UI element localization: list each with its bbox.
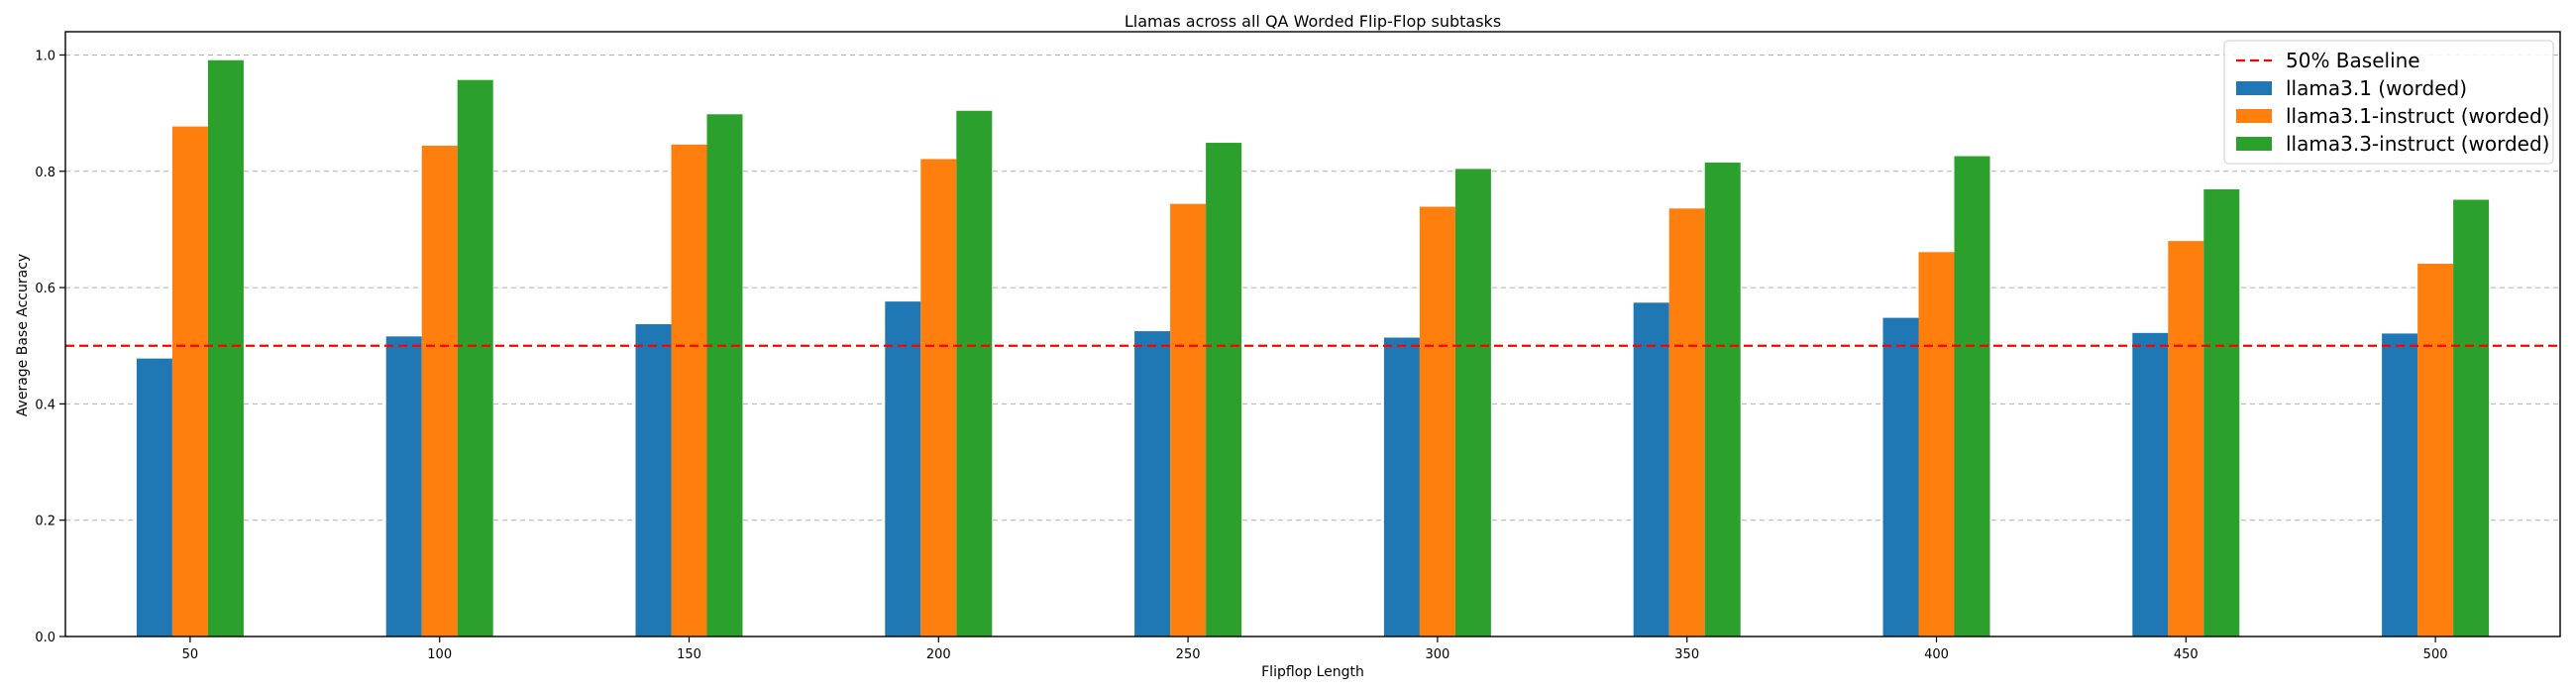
bar-llama3-1-instruct-worded- xyxy=(2417,264,2454,636)
bar-llama3-1-instruct-worded- xyxy=(920,159,957,637)
bar-llama3-1-worded- xyxy=(1134,331,1171,636)
y-tick-label: 0.0 xyxy=(35,631,55,645)
x-tick-label: 500 xyxy=(2423,647,2448,662)
bar-llama3-1-worded- xyxy=(885,301,921,636)
bar-llama3-1-worded- xyxy=(1383,337,1420,636)
bar-llama3-1-instruct-worded- xyxy=(671,144,707,637)
legend-label: 50% Baseline xyxy=(2286,49,2420,72)
bar-llama3-1-worded- xyxy=(2132,332,2169,636)
y-tick-label: 1.0 xyxy=(35,49,55,63)
bar-llama3-3-instruct-worded- xyxy=(956,110,993,637)
x-tick-label: 50 xyxy=(182,647,199,662)
bar-llama3-3-instruct-worded- xyxy=(1704,162,1741,636)
legend-label: llama3.1-instruct (worded) xyxy=(2286,104,2549,128)
x-tick-label: 450 xyxy=(2174,647,2199,662)
chart-title: Llamas across all QA Worded Flip-Flop su… xyxy=(1125,12,1501,31)
bar-llama3-3-instruct-worded- xyxy=(207,59,244,637)
y-tick-label: 0.2 xyxy=(35,515,55,529)
bar-llama3-1-worded- xyxy=(1882,317,1919,636)
bar-llama3-3-instruct-worded- xyxy=(457,79,493,637)
legend-box xyxy=(2223,40,2554,165)
bar-llama3-1-worded- xyxy=(385,336,422,636)
x-tick-label: 150 xyxy=(677,647,701,662)
plot-area-frame xyxy=(64,31,2561,637)
bar-llama3-3-instruct-worded- xyxy=(2453,199,2490,636)
legend: 50% Baseline llama3.1 (worded) llama3.1-in… xyxy=(2223,40,2554,165)
legend-swatch xyxy=(2236,81,2272,95)
bar-llama3-1-instruct-worded- xyxy=(421,145,458,636)
bar-llama3-3-instruct-worded- xyxy=(1954,156,1990,636)
bar-llama3-3-instruct-worded- xyxy=(2203,188,2240,637)
x-tick-label: 300 xyxy=(1425,647,1449,662)
bar-llama3-1-instruct-worded- xyxy=(1668,208,1705,637)
bar-llama3-1-worded- xyxy=(635,324,672,636)
y-axis: 0.0 0.2 0.4 0.6 0.8 1.0 xyxy=(35,49,65,645)
bar-llama3-3-instruct-worded- xyxy=(1454,169,1491,636)
bar-llama3-1-worded- xyxy=(1633,302,1669,636)
legend-label: llama3.1 (worded) xyxy=(2286,76,2467,100)
bar-llama3-1-worded- xyxy=(136,358,172,636)
legend-label: llama3.3-instruct (worded) xyxy=(2286,132,2549,156)
y-tick-label: 0.8 xyxy=(35,166,55,180)
bar-llama3-3-instruct-worded- xyxy=(706,114,743,637)
legend-swatch xyxy=(2236,109,2272,123)
bar-llama3-1-instruct-worded- xyxy=(1419,206,1455,636)
bar-llama3-1-worded- xyxy=(2382,333,2418,636)
x-tick-label: 250 xyxy=(1176,647,1201,662)
y-tick-label: 0.4 xyxy=(35,398,55,412)
x-tick-label: 100 xyxy=(427,647,452,662)
bar-llama3-3-instruct-worded- xyxy=(1206,143,1242,636)
y-axis-label: Average Base Accuracy xyxy=(15,254,31,416)
x-axis-label: Flipflop Length xyxy=(1261,664,1364,680)
legend-swatch xyxy=(2236,137,2272,151)
x-tick-label: 200 xyxy=(926,647,951,662)
bar-llama3-1-instruct-worded- xyxy=(1170,203,1207,636)
bar-llama3-1-instruct-worded- xyxy=(171,126,208,636)
bars xyxy=(136,59,2490,637)
x-axis: 50 100 150 200 250 300 350 400 450 500 xyxy=(182,636,2448,662)
bar-llama3-1-instruct-worded- xyxy=(2168,241,2204,636)
x-tick-label: 350 xyxy=(1674,647,1699,662)
y-tick-label: 0.6 xyxy=(35,282,55,296)
x-tick-label: 400 xyxy=(1924,647,1949,662)
bar-llama3-1-instruct-worded- xyxy=(1918,252,1955,636)
